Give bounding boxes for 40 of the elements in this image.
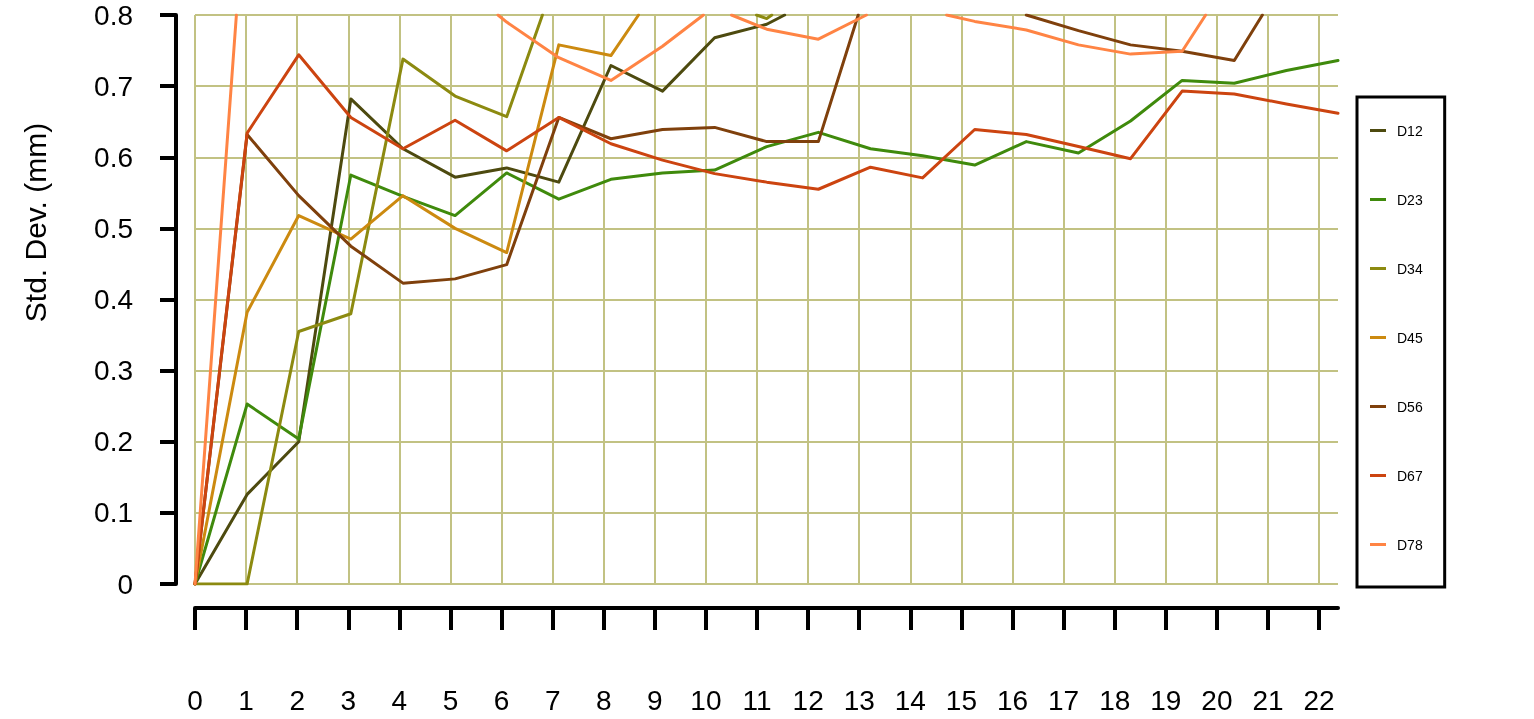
x-tick-label: 12 [792,684,824,716]
y-axis-title: Std. Dev. (mm) [18,122,52,323]
x-tick-label: 14 [894,684,926,716]
x-tick-label: 4 [391,684,408,716]
legend-label: D67 [1397,467,1423,484]
y-tick-label: 0.8 [94,0,133,31]
legend-label: D12 [1397,122,1423,139]
x-tick-label: 0 [187,684,203,716]
x-tick-label: 8 [595,684,612,716]
x-tick-label: 21 [1252,684,1284,716]
x-tick-label: 7 [544,684,561,716]
x-tick-label: 20 [1201,684,1233,716]
x-tick-label: 9 [647,684,663,716]
legend-label: D23 [1397,191,1423,208]
y-tick-label: 0.7 [94,70,133,102]
y-tick-label: 0.6 [94,141,133,173]
y-tick-label: 0.5 [94,212,133,244]
y-tick-label: 0.4 [94,284,133,315]
x-tick-label: 16 [996,684,1029,716]
x-tick-label: 2 [289,684,305,716]
x-tick-label: 10 [690,684,722,716]
legend-label: D45 [1397,329,1423,346]
x-tick-label: 15 [945,684,978,716]
y-tick-label: 0.1 [94,497,133,529]
x-tick-label: 3 [340,684,357,716]
x-tick-label: 11 [742,684,772,716]
y-tick-label: 0.2 [94,426,133,458]
x-tick-label: 13 [843,684,875,716]
y-tick-label: 0 [117,568,133,600]
y-tick-label: 0.3 [94,355,133,387]
x-tick-label: 22 [1303,684,1335,716]
x-tick-label: 6 [493,684,510,716]
x-tick-label: 17 [1048,684,1080,716]
legend-label: D78 [1397,536,1423,553]
x-tick-label: 19 [1150,684,1182,716]
legend-label: D34 [1397,260,1423,277]
x-tick-label: 1 [238,684,254,716]
legend-label: D56 [1397,398,1423,415]
x-tick-label: 5 [442,684,459,716]
x-tick-label: 18 [1099,684,1131,716]
